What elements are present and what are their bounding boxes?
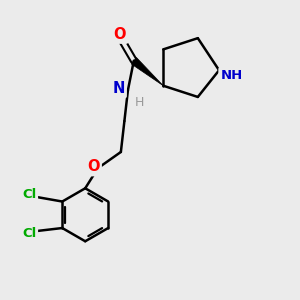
Polygon shape bbox=[131, 58, 163, 86]
Text: Cl: Cl bbox=[22, 188, 36, 201]
Text: Cl: Cl bbox=[22, 227, 36, 240]
Text: O: O bbox=[87, 159, 100, 174]
Text: NH: NH bbox=[220, 69, 243, 82]
Text: O: O bbox=[114, 27, 126, 42]
Text: N: N bbox=[112, 81, 125, 96]
Text: H: H bbox=[134, 96, 144, 109]
